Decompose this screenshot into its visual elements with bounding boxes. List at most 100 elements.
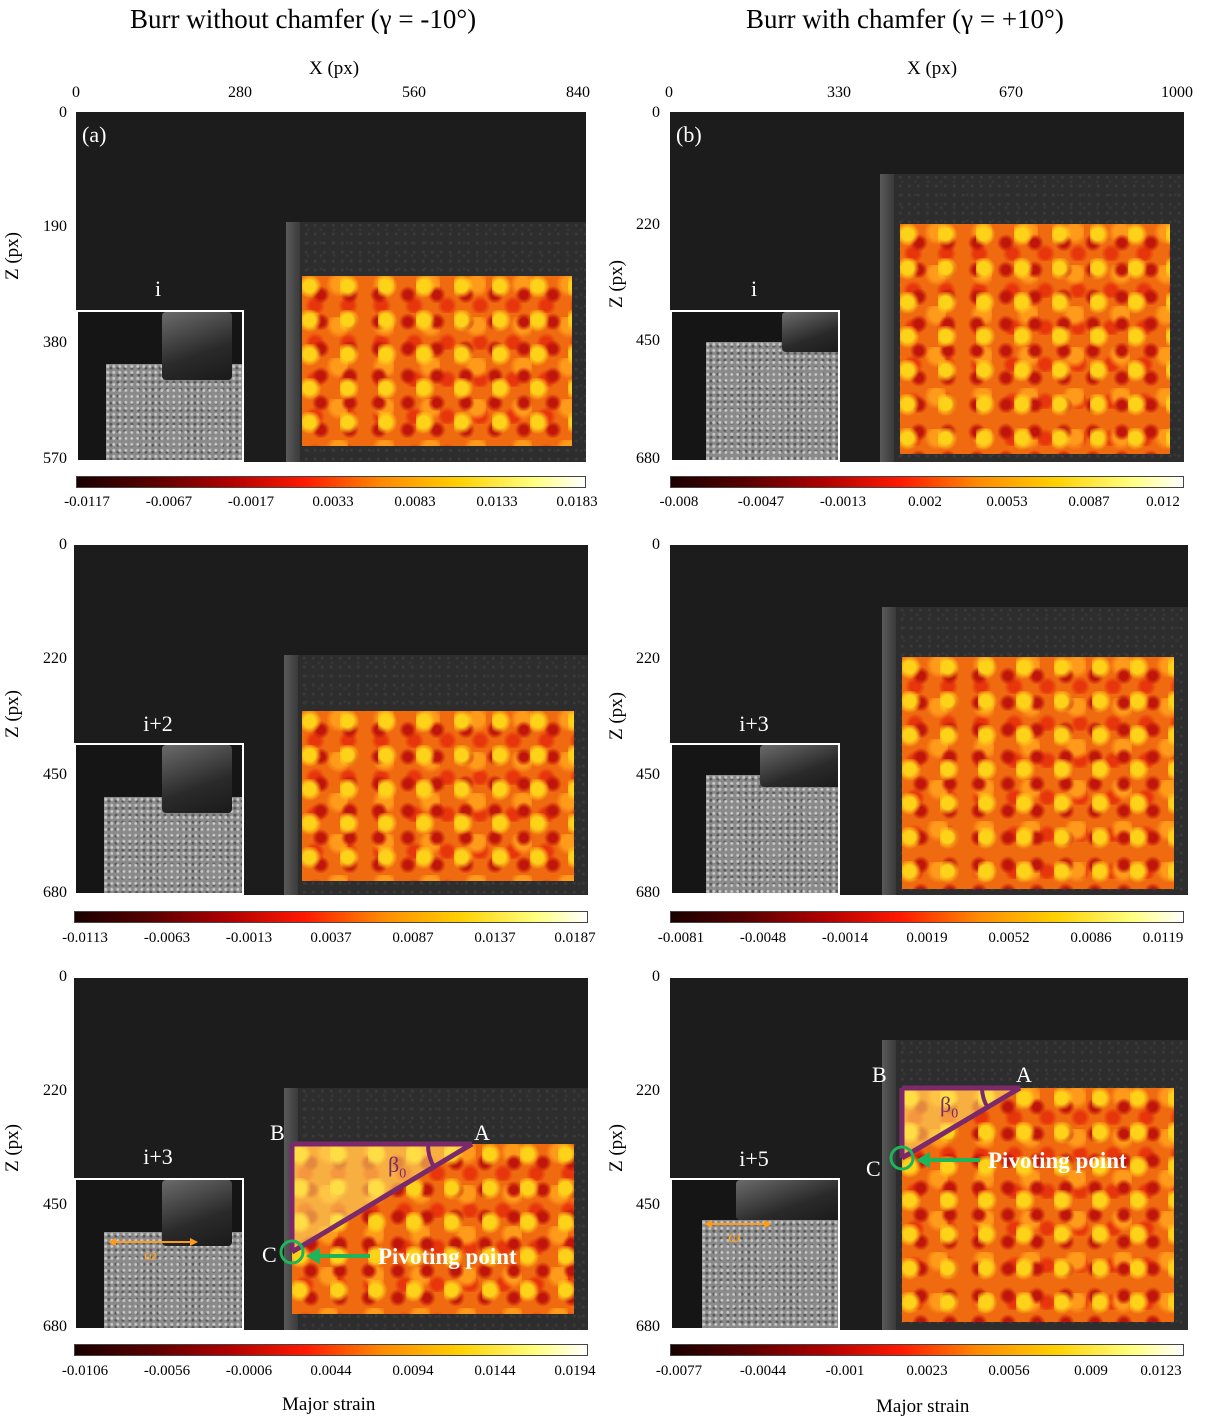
- z-axis-label-left-2: Z (px): [2, 689, 23, 738]
- strain-field: [902, 657, 1174, 889]
- colorbar-tick: 0.0087: [1068, 494, 1110, 510]
- colorbar-tick: -0.001: [825, 1363, 865, 1379]
- colorbar-tick: 0.0037: [310, 930, 352, 946]
- x-axis-label-right: X (px): [907, 58, 958, 79]
- colorbar-tick: -0.0067: [145, 494, 193, 510]
- y-tick: 220: [43, 1082, 67, 1099]
- dic-panel-right-1: (b) i: [670, 112, 1184, 462]
- point-c-label: C: [262, 1242, 277, 1267]
- omega-dimension: [108, 1238, 198, 1246]
- segment-ca: [900, 1085, 1022, 1161]
- burr-geometry-overlay: [889, 1085, 1022, 1171]
- y-tick: 190: [43, 218, 67, 235]
- x-tick-left-3: 840: [566, 84, 590, 101]
- y-tick: 450: [636, 332, 660, 349]
- pivot-point-label: Pivoting point: [378, 1244, 517, 1269]
- x-tick-left-2: 560: [402, 84, 426, 101]
- colorbar-tick: -0.0013: [225, 930, 273, 946]
- x-tick-left-1: 280: [228, 84, 252, 101]
- y-tick: 220: [636, 650, 660, 667]
- inset-camera-image: [76, 310, 244, 462]
- x-tick-left-0: 0: [72, 84, 80, 101]
- y-tick: 0: [59, 104, 67, 121]
- y-tick: 680: [636, 450, 660, 467]
- panel-letter-a: (a): [82, 122, 107, 147]
- colorbar-tick: 0.012: [1146, 494, 1180, 510]
- colorbar-tick: -0.0106: [61, 1363, 109, 1379]
- z-axis-label-right-1: Z (px): [606, 259, 627, 308]
- colorbar-tick: -0.0006: [225, 1363, 273, 1379]
- colorbar-tick: 0.0187: [554, 930, 596, 946]
- y-tick: 220: [636, 1082, 660, 1099]
- colorbar-tick: -0.0014: [821, 930, 869, 946]
- colorbar: [74, 1344, 588, 1356]
- colorbar-tick: -0.0063: [143, 930, 191, 946]
- pivot-circle: [889, 1145, 915, 1171]
- colorbar-label-right: Major strain: [876, 1396, 970, 1417]
- colorbar-tick: 0.0083: [394, 494, 436, 510]
- angle-beta0-label: β0: [940, 1092, 959, 1122]
- burr-geometry-overlay: [279, 1141, 474, 1265]
- omega-label: ω: [728, 1226, 741, 1246]
- inset-label: i+3: [143, 1144, 173, 1169]
- angle-arc: [980, 1087, 990, 1110]
- right-column-title: Burr with chamfer (γ = +10°): [746, 4, 1064, 34]
- inset-label: i: [750, 276, 758, 301]
- colorbar-tick: -0.0113: [62, 930, 108, 946]
- strain-field: [302, 711, 574, 881]
- y-tick: 220: [43, 650, 67, 667]
- y-tick: 450: [636, 1196, 660, 1213]
- colorbar-tick: 0.0183: [556, 494, 598, 510]
- x-tick-right-2: 670: [999, 84, 1023, 101]
- colorbar: [670, 911, 1184, 923]
- point-a-label: A: [474, 1120, 490, 1145]
- inset-label: i+2: [143, 711, 173, 736]
- colorbar-tick: -0.0056: [143, 1363, 191, 1379]
- pivot-arrow-head: [916, 1152, 930, 1168]
- dic-panel-right-3: B A C β0 Pivoting point i+5 ω: [670, 978, 1188, 1330]
- dic-panel-left-1: (a) i: [76, 112, 586, 462]
- colorbar-tick: 0.0056: [988, 1363, 1030, 1379]
- inset-label: i+3: [739, 711, 769, 736]
- x-tick-right-1: 330: [827, 84, 851, 101]
- omega-dimension: [704, 1220, 772, 1228]
- inset-camera-image: ω: [670, 1178, 840, 1330]
- y-tick: 450: [43, 766, 67, 783]
- y-tick: 680: [43, 1318, 67, 1335]
- colorbar-tick: -0.0013: [819, 494, 867, 510]
- pivot-point-label: Pivoting point: [988, 1148, 1127, 1173]
- colorbar-tick: -0.0081: [657, 930, 705, 946]
- y-tick: 220: [636, 216, 660, 233]
- colorbar-tick: 0.009: [1074, 1363, 1108, 1379]
- colorbar-tick: 0.0019: [906, 930, 948, 946]
- colorbar-tick: 0.0052: [988, 930, 1030, 946]
- z-axis-label-left-3: Z (px): [2, 1123, 23, 1172]
- colorbar: [76, 476, 586, 488]
- x-tick-right-0: 0: [665, 84, 673, 101]
- colorbar-tick: 0.0086: [1070, 930, 1112, 946]
- colorbar-label-left: Major strain: [282, 1394, 376, 1415]
- colorbar-tick: 0.0044: [310, 1363, 352, 1379]
- strain-field: [900, 224, 1170, 454]
- colorbar-tick: 0.0053: [986, 494, 1028, 510]
- y-tick: 570: [43, 450, 67, 467]
- y-tick: 680: [43, 884, 67, 901]
- colorbar-tick: 0.0023: [906, 1363, 948, 1379]
- colorbar: [670, 476, 1184, 488]
- colorbar-tick: -0.0117: [64, 494, 110, 510]
- colorbar-tick: 0.0094: [392, 1363, 434, 1379]
- y-tick: 0: [59, 968, 67, 985]
- colorbar-tick: -0.0047: [737, 494, 785, 510]
- colorbar-tick: 0.0194: [554, 1363, 596, 1379]
- colorbar-tick: -0.0017: [227, 494, 275, 510]
- omega-label: ω: [144, 1244, 157, 1264]
- y-tick: 450: [636, 766, 660, 783]
- angle-beta0-label: β0: [388, 1152, 407, 1182]
- segment-ca: [290, 1141, 474, 1255]
- point-b-label: B: [872, 1062, 887, 1087]
- colorbar-tick: 0.0033: [312, 494, 354, 510]
- inset-camera-image: [74, 743, 244, 895]
- x-tick-right-3: 1000: [1161, 84, 1193, 101]
- angle-arc: [425, 1143, 436, 1169]
- inset-label: i+5: [739, 1146, 769, 1171]
